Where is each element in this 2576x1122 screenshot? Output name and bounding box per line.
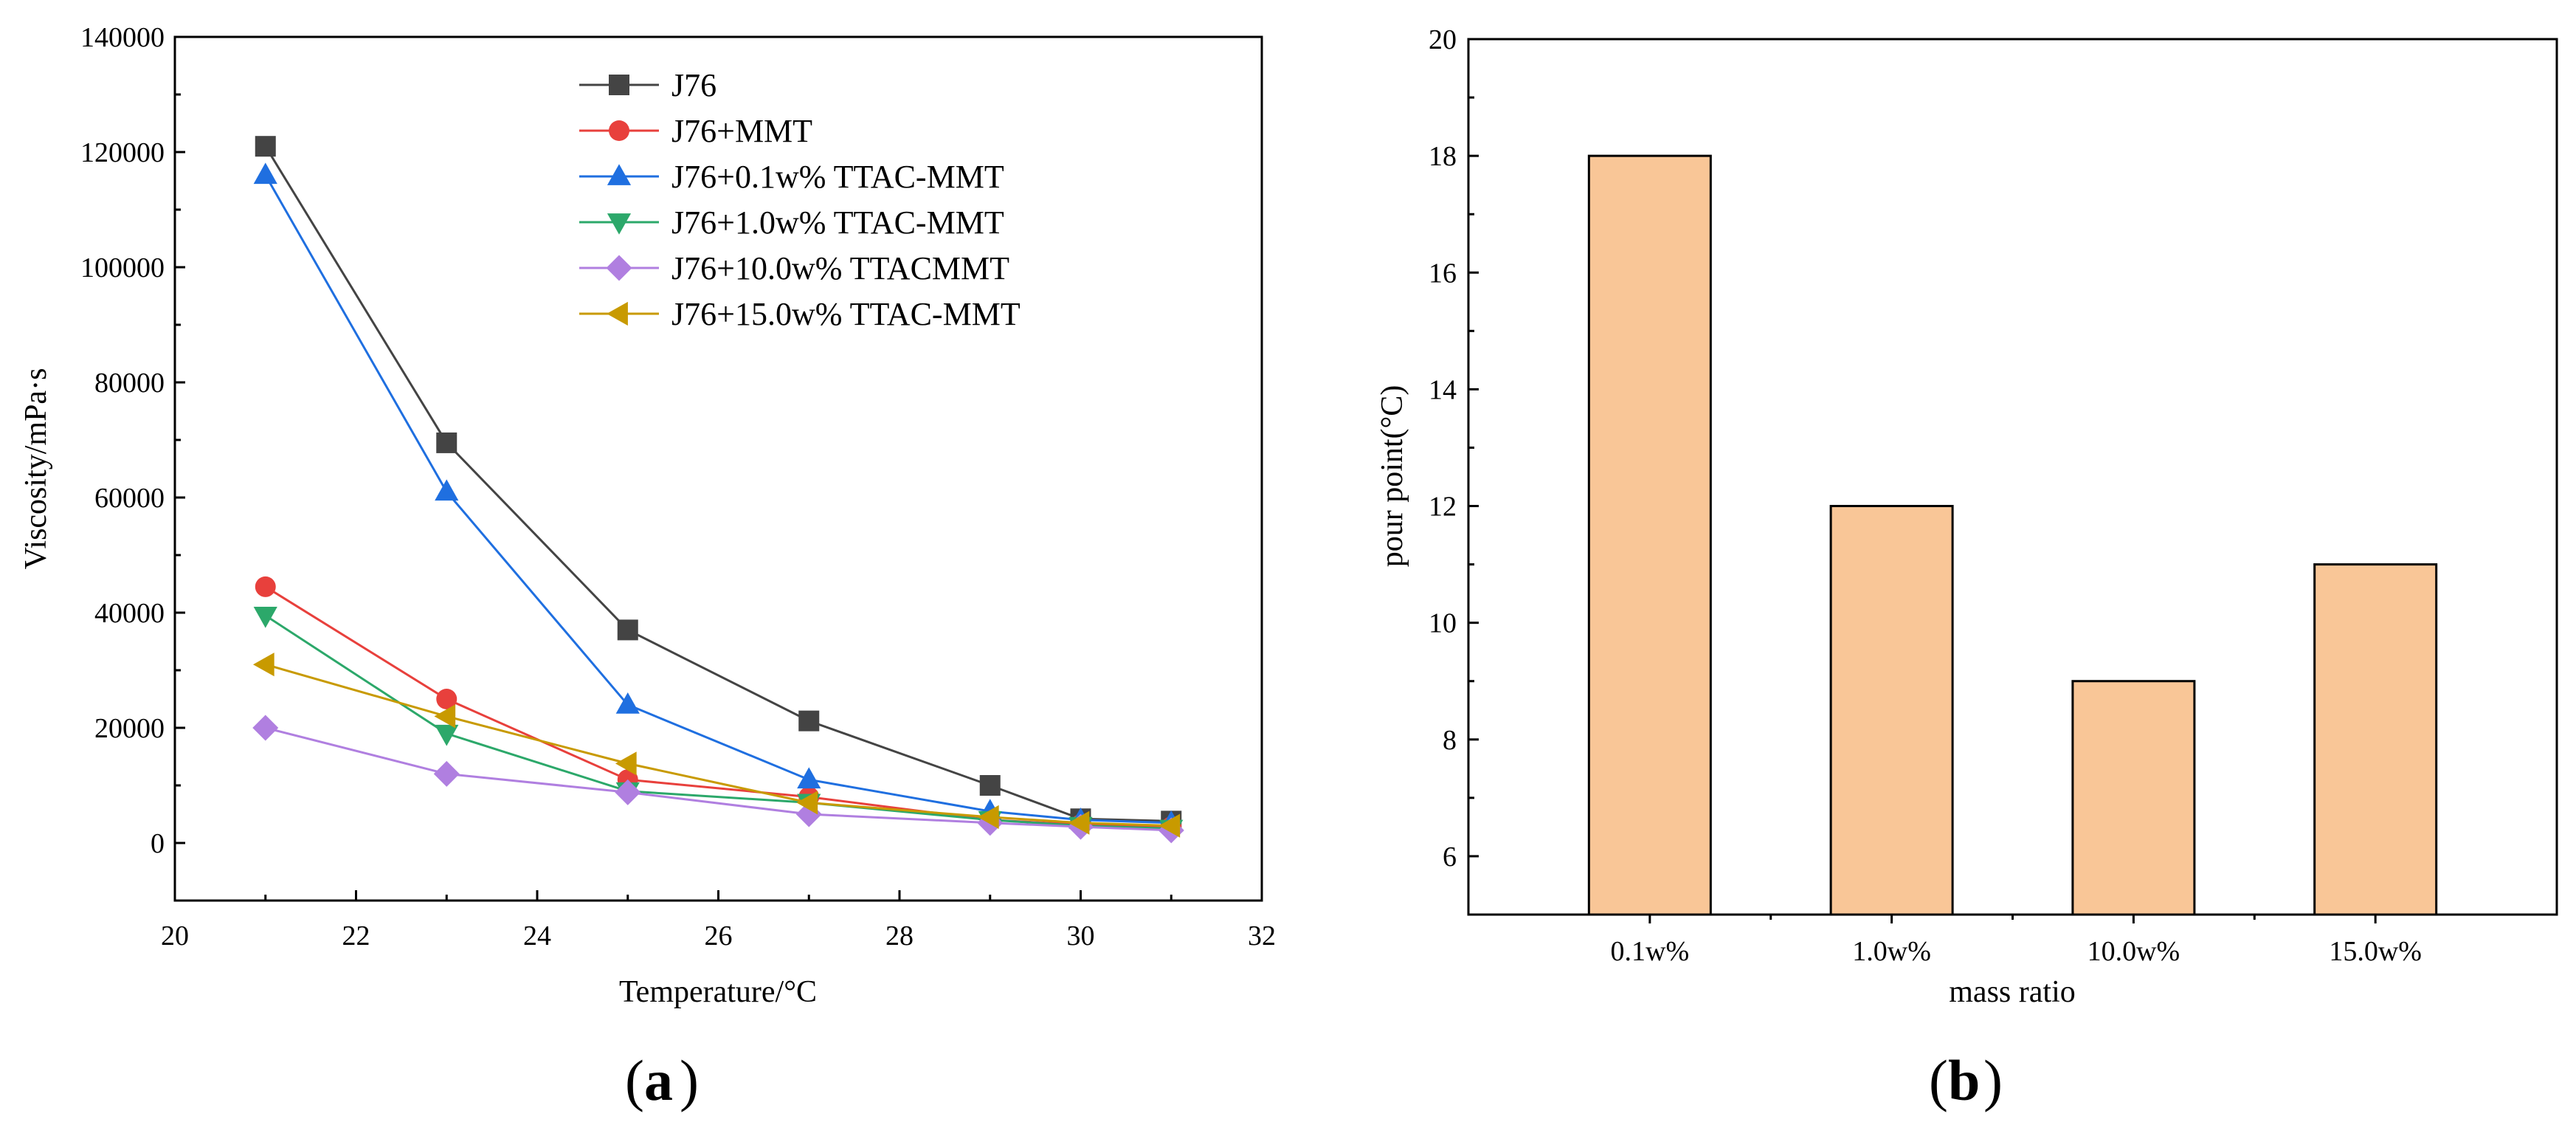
legend-label: J76+15.0w% TTAC-MMT [671,296,1021,332]
data-point-j76 [798,710,820,732]
data-point-j76-mmt [255,576,276,597]
chart-b-x-ticks: 0.1w% 1.0w% 10.0w% 15.0w% [1611,915,2422,967]
chart-a-y-tick-label: 20000 [94,713,165,744]
chart-a-x-tick-label: 24 [523,920,551,951]
data-point-j76-0-1w-ttac-mmt [797,767,821,789]
chart-a-x-tick-label: 26 [705,920,733,951]
chart-a-y-tick-label: 0 [151,828,165,859]
chart-a-x-tick-label: 30 [1067,920,1095,951]
data-point-j76-15-0w-ttac-mmt [615,751,637,776]
chart-b-y-tick-label: 8 [1443,725,1457,756]
data-point-j76-1-0w-ttac-mmt [435,724,459,746]
legend-marker [609,75,629,95]
data-point-j76-15-0w-ttac-mmt [1158,813,1181,838]
chart-a-x-ticks: 20 22 24 26 28 30 32 [161,890,1276,951]
data-point-j76 [255,136,276,157]
legend-label: J76 [671,67,716,103]
data-point-j76-10-0w-ttacmmt [433,760,460,787]
chart-b-y-tick-label: 16 [1429,258,1457,289]
chart-a-x-tick-label: 32 [1248,920,1276,951]
chart-b-x-tick-label: 15.0w% [2329,936,2422,967]
legend-marker [606,255,632,281]
chart-a-y-tick-label: 40000 [94,598,165,629]
data-point-j76-0-1w-ttac-mmt [435,479,459,501]
series-line-j76 [264,145,1172,822]
data-point-j76-1-0w-ttac-mmt [253,607,277,628]
chart-b-y-tick-label: 18 [1429,141,1457,172]
chart-a-x-tick-label: 20 [161,920,189,951]
series-line-j76-mmt [264,585,1172,828]
chart-b-panel-open-paren: ( [1929,1048,1948,1112]
data-point-j76 [979,775,1001,796]
chart-b-x-axis-label: mass ratio [1949,975,2075,1009]
chart-a-y-tick-label: 60000 [94,483,165,514]
series-j76-mmt [255,576,1182,838]
chart-a-y-axis-label: Viscosity/mPa·s [19,368,53,570]
data-point-j76-mmt [436,689,457,709]
chart-b-y-tick-label: 10 [1429,608,1457,639]
chart-b: 6 8 10 12 14 16 18 20 0.1w% 1.0w% 10.0w% 15.0w% ma… [1375,24,2558,1112]
chart-a-panel-close-paren: ) [680,1048,699,1112]
data-point-j76-0-1w-ttac-mmt [253,162,277,185]
legend-label: J76+10.0w% TTACMMT [671,250,1009,286]
bar-15.0w% [2313,563,2438,916]
chart-b-x-tick-label: 1.0w% [1852,936,1931,967]
chart-b-panel-close-paren: ) [1983,1048,2003,1112]
legend-label: J76+1.0w% TTAC-MMT [671,204,1004,241]
legend-label: J76+0.1w% TTAC-MMT [671,159,1004,195]
chart-a-y-tick-label: 80000 [94,368,165,399]
data-point-j76-15-0w-ttac-mmt [977,805,999,829]
bar-0.1w% [1587,154,1712,916]
chart-b-x-tick-label: 10.0w% [2088,936,2180,967]
chart-a-x-axis-label: Temperature/°C [619,975,817,1009]
chart-b-y-tick-label: 6 [1443,842,1457,873]
chart-a-panel-open-paren: ( [625,1048,644,1112]
chart-b-y-axis-label: pour point(°C) [1375,385,1409,568]
chart-b-y-ticks: 6 8 10 12 14 16 18 20 [1429,24,1479,873]
data-point-j76-15-0w-ttac-mmt [796,791,818,815]
legend-marker [607,164,632,185]
chart-b-y-tick-label: 12 [1429,492,1457,523]
legend-marker [607,213,632,235]
data-point-j76-0-1w-ttac-mmt [615,692,640,714]
legend-label: J76+MMT [671,113,812,149]
chart-b-x-tick-label: 0.1w% [1611,936,1690,967]
data-point-j76-15-0w-ttac-mmt [1068,810,1090,835]
chart-a-y-tick-label: 120000 [80,137,165,168]
chart-a-x-tick-label: 28 [885,920,914,951]
series-j76-15-0w-ttac-mmt [252,653,1181,838]
chart-a: 20 22 24 26 28 30 32 0 20000 40000 60000 80000 1000… [19,22,1276,1112]
data-point-j76 [436,432,457,453]
data-point-j76-15-0w-ttac-mmt [434,704,456,729]
chart-b-panel-label: b [1948,1048,1980,1112]
legend-marker [607,301,628,326]
chart-a-series [252,136,1184,844]
series-line-j76-1-0w-ttac-mmt [264,614,1172,830]
chart-a-y-tick-label: 100000 [80,252,165,283]
chart-a-panel-label: a [644,1048,673,1112]
bar-1.0w% [1829,505,1954,916]
data-point-j76-10-0w-ttacmmt [615,779,641,805]
chart-a-y-ticks: 0 20000 40000 60000 80000 100000 120000 140000 [80,22,185,902]
chart-a-legend: J76 J76+MMT J76+0.1w% TTAC-MMT J76+1.0w% TT… [579,67,1021,332]
chart-a-y-tick-label: 140000 [80,22,165,53]
chart-b-bars [1587,154,2438,916]
data-point-j76 [617,619,638,641]
chart-b-y-tick-label: 14 [1429,374,1457,405]
bar-10.0w% [2071,680,2196,916]
chart-a-x-tick-label: 22 [342,920,370,951]
data-point-j76-10-0w-ttacmmt [252,715,279,741]
data-point-j76-15-0w-ttac-mmt [252,653,274,677]
chart-b-y-tick-label: 20 [1429,24,1457,55]
legend-marker [609,120,629,141]
